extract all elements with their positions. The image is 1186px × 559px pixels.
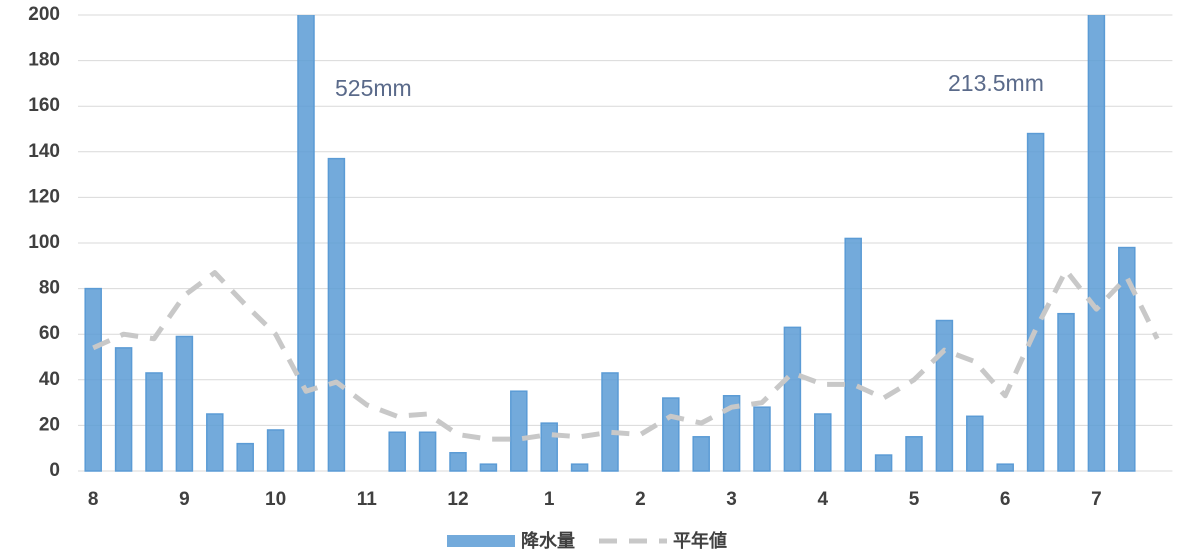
y-tick-label: 140	[28, 141, 60, 162]
bar	[418, 431, 437, 472]
x-tick-label: 1	[544, 489, 555, 510]
bar	[449, 452, 467, 472]
bar	[996, 463, 1014, 472]
bar	[935, 319, 954, 472]
x-tick-label: 4	[818, 489, 829, 510]
legend-swatch	[447, 535, 515, 547]
bar	[145, 372, 163, 472]
bar	[905, 436, 923, 472]
bar	[540, 422, 558, 472]
bar	[814, 413, 832, 472]
bar	[662, 397, 680, 472]
bar	[297, 15, 315, 472]
bar	[206, 413, 224, 472]
bar	[692, 436, 710, 472]
bar	[966, 415, 984, 472]
bar	[175, 335, 194, 472]
y-tick-label: 20	[39, 414, 60, 435]
y-tick-label: 120	[28, 186, 60, 207]
x-tick-label: 6	[1000, 489, 1011, 510]
plot-area	[84, 15, 1160, 472]
y-tick-label: 80	[39, 278, 60, 299]
y-tick-label: 180	[28, 50, 60, 71]
bar	[601, 372, 619, 472]
y-tick-label: 40	[39, 369, 60, 390]
y-tick-label: 0	[49, 460, 60, 481]
bar	[783, 326, 802, 472]
bar	[236, 442, 254, 472]
y-tick-label: 200	[28, 4, 60, 25]
x-tick-label: 9	[179, 489, 190, 510]
x-tick-label: 10	[265, 489, 286, 510]
bar	[1087, 15, 1106, 472]
bar	[114, 347, 133, 472]
bar	[844, 237, 862, 472]
x-tick-label: 8	[88, 489, 99, 510]
x-tick-label: 7	[1091, 489, 1102, 510]
bar	[1118, 246, 1136, 472]
line	[92, 267, 1160, 442]
legend-label: 平年値	[673, 530, 727, 551]
x-tick-label: 12	[447, 489, 468, 510]
bar	[84, 287, 102, 472]
y-tick-label: 60	[39, 323, 60, 344]
bar	[874, 454, 893, 472]
bar	[1057, 312, 1075, 472]
bar	[266, 429, 285, 472]
legend-label: 降水量	[521, 530, 575, 551]
annotation: 525mm	[335, 75, 412, 101]
grid	[78, 14, 1173, 472]
bar	[753, 406, 771, 472]
x-tick-label: 3	[726, 489, 737, 510]
bar	[479, 463, 498, 472]
y-tick-label: 160	[28, 95, 60, 116]
x-tick-label: 2	[635, 489, 646, 510]
bar	[1026, 132, 1045, 472]
x-tick-label: 5	[909, 489, 920, 510]
x-tick-label: 11	[357, 489, 378, 510]
bar	[327, 157, 346, 472]
annotation: 213.5mm	[948, 70, 1044, 96]
bar	[722, 395, 741, 472]
bar	[388, 431, 406, 472]
bar	[510, 390, 528, 472]
bar	[570, 463, 589, 472]
y-tick-label: 100	[28, 232, 60, 253]
